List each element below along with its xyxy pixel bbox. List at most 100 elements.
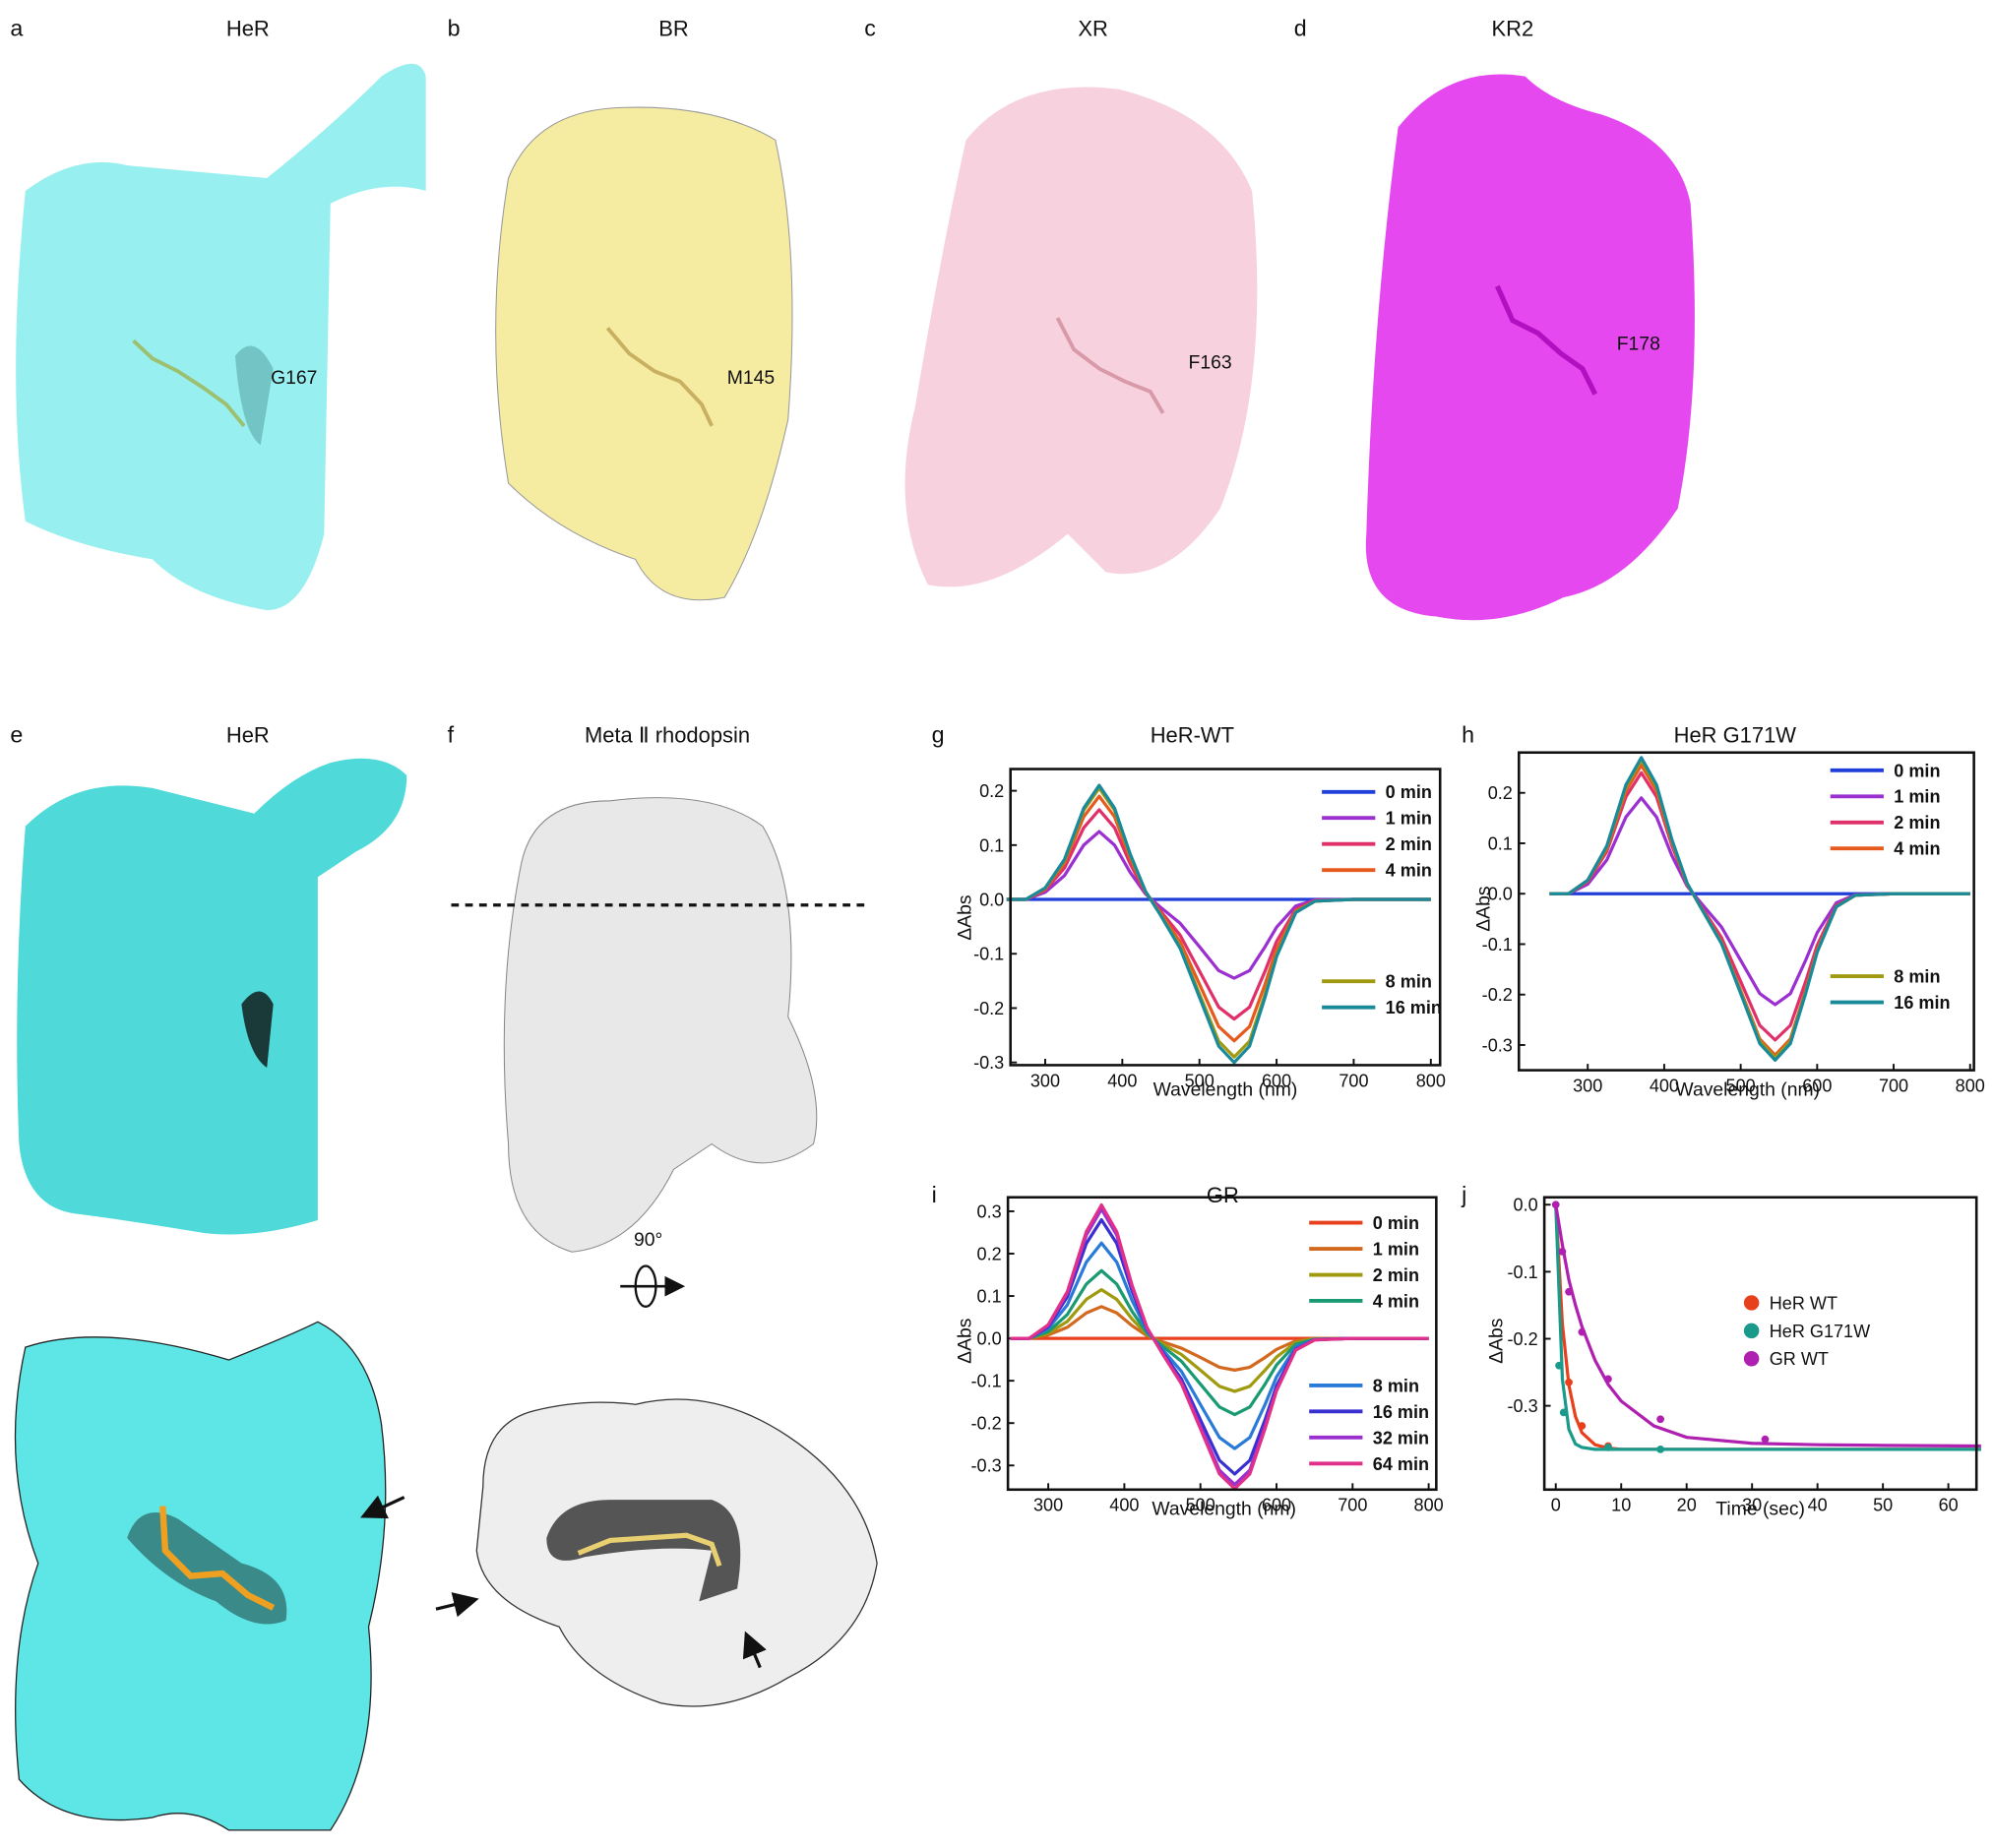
x-tick-label: 300 <box>1573 1077 1602 1096</box>
y-tick-label: 0.2 <box>977 1244 1002 1263</box>
data-point <box>1761 1435 1770 1444</box>
legend-label: 1 min <box>1373 1240 1419 1260</box>
data-point <box>1656 1446 1664 1453</box>
panel-letter: a <box>10 15 23 40</box>
y-tick-label: 0.2 <box>979 781 1004 801</box>
x-tick-label: 500 <box>1185 1071 1214 1090</box>
x-tick-label: 50 <box>1873 1496 1893 1515</box>
x-tick-label: 800 <box>1956 1077 1985 1096</box>
arrow <box>360 1495 405 1519</box>
x-tick-label: 700 <box>1338 1496 1367 1515</box>
legend-label: 4 min <box>1373 1291 1419 1311</box>
x-tick-label: 400 <box>1650 1077 1679 1096</box>
x-axis-label: Wavelength (nm) <box>1153 1078 1298 1100</box>
legend-marker <box>1743 1295 1760 1311</box>
y-tick-label: -0.2 <box>1508 1329 1538 1349</box>
legend-label: HeR WT <box>1770 1293 1837 1313</box>
surface-d <box>1365 74 1695 621</box>
y-tick-label: 0.0 <box>979 890 1004 909</box>
y-tick-label: 0.2 <box>1488 783 1513 803</box>
panel-title: HeR <box>226 16 270 40</box>
y-tick-label: 0.0 <box>1514 1196 1538 1215</box>
data-point <box>1604 1443 1612 1451</box>
data-point <box>1565 1378 1573 1386</box>
surface-c <box>904 87 1258 587</box>
y-tick-label: 0.3 <box>977 1201 1002 1221</box>
data-point <box>1551 1201 1560 1209</box>
chart-title: GR <box>1207 1183 1239 1207</box>
rotation-label: 90° <box>634 1229 662 1251</box>
y-axis-label: ΔAbs <box>955 1319 976 1364</box>
arrow <box>435 1592 479 1618</box>
y-tick-label: -0.3 <box>1508 1396 1538 1416</box>
x-axis-label: Wavelength (nm) <box>1675 1078 1820 1100</box>
pocket-e <box>241 991 274 1069</box>
retinal-c <box>1055 317 1165 414</box>
data-point <box>1559 1408 1568 1417</box>
y-tick-label: -0.1 <box>971 1372 1002 1391</box>
x-tick-label: 300 <box>1030 1071 1060 1090</box>
y-tick-label: 0.0 <box>1488 885 1513 904</box>
chart-title: HeR G171W <box>1674 722 1797 747</box>
fit-line <box>1554 1204 1981 1451</box>
legend-label: 0 min <box>1373 1213 1419 1233</box>
legend-label: 64 min <box>1373 1454 1429 1474</box>
legend-label: 2 min <box>1894 813 1940 832</box>
surface-f-top <box>503 797 818 1253</box>
y-axis-label: ΔAbs <box>1485 1319 1507 1364</box>
legend-label: 16 min <box>1386 998 1442 1017</box>
legend-label: 2 min <box>1373 1265 1419 1285</box>
panel-letter: b <box>448 15 461 40</box>
x-tick-label: 300 <box>1033 1496 1063 1515</box>
panel-letter: c <box>864 15 876 40</box>
x-tick-label: 700 <box>1879 1077 1908 1096</box>
x-tick-label: 30 <box>1742 1496 1762 1515</box>
plot-frame <box>1006 1196 1438 1492</box>
x-tick-label: 800 <box>1416 1071 1446 1090</box>
legend-label: 8 min <box>1894 966 1940 986</box>
data-point <box>1578 1422 1587 1430</box>
x-tick-label: 10 <box>1611 1496 1631 1515</box>
surface-e-top <box>17 758 407 1235</box>
panel-title: HeR <box>226 722 270 747</box>
spectrum-line <box>1006 783 1431 1065</box>
legend-label: 4 min <box>1386 861 1432 881</box>
legend-label: 0 min <box>1386 782 1432 802</box>
legend-label: HeR G171W <box>1770 1322 1870 1341</box>
retinal-d <box>1494 284 1598 396</box>
retinal-a <box>132 339 246 428</box>
y-tick-label: 0.0 <box>977 1329 1002 1349</box>
legend-label: 16 min <box>1373 1402 1429 1422</box>
legend-label: 0 min <box>1894 761 1940 780</box>
plot-frame <box>1542 1196 1978 1492</box>
data-point <box>1578 1327 1587 1336</box>
y-tick-label: -0.3 <box>973 1053 1004 1073</box>
data-point <box>1555 1361 1563 1370</box>
x-tick-label: 500 <box>1186 1496 1215 1515</box>
panel-letter: f <box>448 721 455 747</box>
y-tick-label: -0.1 <box>973 945 1004 964</box>
legend-label: 32 min <box>1373 1428 1429 1448</box>
y-tick-label: -0.2 <box>1482 985 1513 1005</box>
x-tick-label: 800 <box>1414 1496 1444 1515</box>
residue-label: F178 <box>1617 333 1660 354</box>
legend-label: 1 min <box>1386 809 1432 829</box>
y-axis-label: ΔAbs <box>955 894 976 940</box>
legend-marker <box>1743 1351 1760 1367</box>
protein-art <box>14 63 1695 1831</box>
plot-frame <box>1009 768 1442 1067</box>
y-tick-label: 0.1 <box>1488 833 1513 853</box>
arrow <box>742 1631 767 1669</box>
surface-a <box>16 63 426 611</box>
x-tick-label: 0 <box>1551 1496 1561 1515</box>
spectrum-line <box>1006 786 1431 1059</box>
panel-title: Meta Ⅱ rhodopsin <box>585 722 750 747</box>
x-tick-label: 600 <box>1262 1071 1291 1090</box>
legend-label: 8 min <box>1373 1376 1419 1395</box>
spectrum-line <box>1010 1207 1429 1487</box>
surface-f-bottom <box>475 1398 878 1707</box>
x-axis-label: Time (sec) <box>1715 1499 1805 1520</box>
y-tick-label: -0.3 <box>1482 1035 1513 1055</box>
panel-letter: g <box>932 721 945 747</box>
